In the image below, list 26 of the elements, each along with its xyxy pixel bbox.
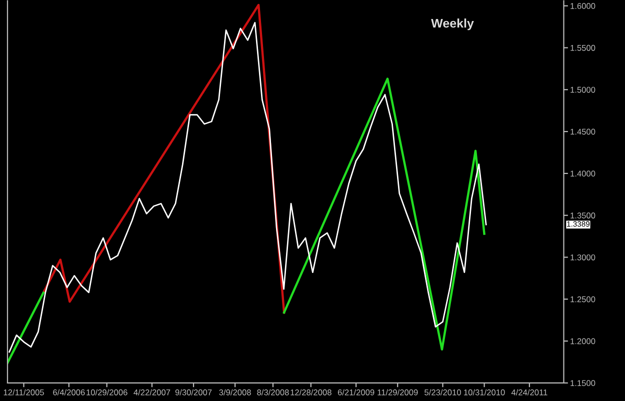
x-tick-label: 12/11/2005 bbox=[4, 389, 44, 396]
x-tick-label: 4/24/2011 bbox=[511, 389, 548, 396]
x-tick-label: 3/9/2008 bbox=[219, 389, 251, 396]
x-tick-label: 10/31/2010 bbox=[464, 389, 505, 396]
y-tick-label: 1.3000 bbox=[570, 254, 596, 260]
x-tick-label: 10/29/2006 bbox=[86, 389, 128, 396]
x-tick-label: 5/23/2010 bbox=[424, 389, 461, 396]
x-tick-label: 12/28/2008 bbox=[290, 389, 332, 396]
x-tick-label: 6/21/2009 bbox=[338, 389, 374, 396]
y-tick-label: 1.5500 bbox=[570, 44, 596, 51]
y-tick-label: 1.6000 bbox=[570, 3, 596, 9]
y-tick-label: 1.5000 bbox=[570, 86, 596, 93]
x-tick-label: 9/30/2007 bbox=[175, 389, 212, 396]
x-tick-label: 8/3/2008 bbox=[257, 389, 289, 396]
y-tick-label: 1.4500 bbox=[570, 128, 596, 135]
y-tick-label: 1.4000 bbox=[570, 170, 596, 177]
line-series bbox=[43, 4, 286, 314]
y-tick-label: 1.1500 bbox=[570, 380, 596, 386]
y-tick-label: 1.2000 bbox=[570, 338, 596, 344]
y-tick-label: 1.3500 bbox=[570, 212, 596, 218]
text: Weekly bbox=[431, 18, 474, 30]
line-series bbox=[282, 78, 486, 351]
x-tick-label: 11/29/2009 bbox=[378, 389, 418, 396]
x-tick-label: 4/22/2007 bbox=[134, 389, 170, 396]
x-tick-label: 6/4/2006 bbox=[53, 389, 85, 396]
y-tick-label: 1.2500 bbox=[570, 296, 596, 302]
